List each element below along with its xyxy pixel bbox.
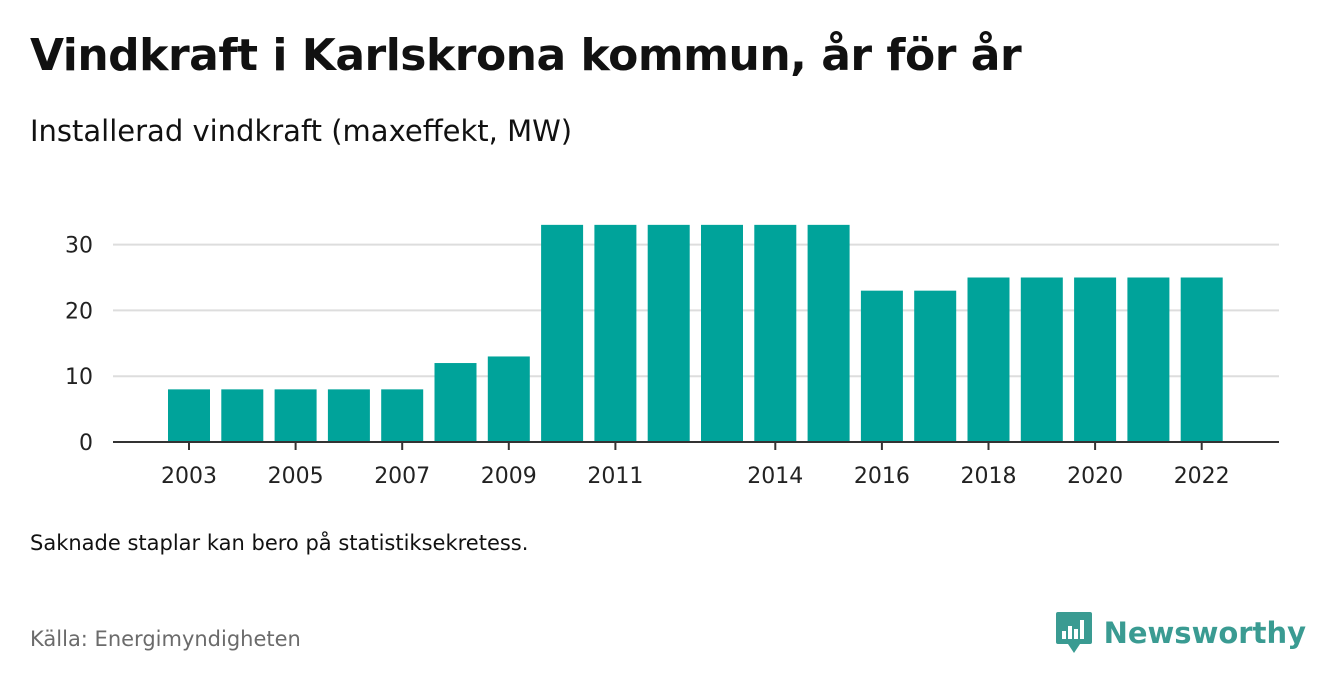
x-tick-label: 2005	[268, 464, 324, 489]
bar	[967, 277, 1010, 442]
chart-title: Vindkraft i Karlskrona kommun, år för år	[30, 30, 1022, 81]
bar	[701, 224, 743, 442]
bar	[541, 224, 584, 442]
y-tick-label: 0	[79, 431, 93, 456]
bar	[1127, 277, 1170, 442]
bar	[434, 363, 477, 442]
y-tick-label: 10	[65, 365, 93, 390]
brand-name: Newsworthy	[1103, 616, 1306, 650]
y-tick-label: 30	[65, 234, 93, 259]
brand-logo: Newsworthy	[1055, 612, 1306, 654]
y-tick-label: 20	[65, 299, 93, 324]
bar-chart: 0 10 20 30 2003 2005 2007 2009 2011 2014 2016 2018 2…	[65, 224, 1279, 489]
x-tick-label: 2009	[481, 464, 537, 489]
x-tick-label: 2003	[161, 464, 217, 489]
x-tick-label: 2011	[587, 464, 643, 489]
bar	[594, 224, 637, 442]
bar	[1180, 277, 1223, 442]
chart-subtitle: Installerad vindkraft (maxeffekt, MW)	[30, 114, 573, 148]
bar	[1074, 277, 1117, 442]
x-tick-label: 2016	[854, 464, 910, 489]
bar	[168, 389, 210, 442]
bar	[274, 389, 317, 442]
bar	[860, 290, 903, 442]
x-tick-label: 2018	[961, 464, 1017, 489]
bar	[381, 389, 424, 442]
x-tick-label: 2020	[1067, 464, 1123, 489]
bar	[647, 224, 690, 442]
bar	[1020, 277, 1063, 442]
x-tick-label: 2022	[1174, 464, 1230, 489]
bar	[754, 224, 797, 442]
newsworthy-logo-icon	[1055, 612, 1092, 653]
bar	[327, 389, 370, 442]
bar	[914, 290, 957, 442]
footnote: Saknade staplar kan bero på statistiksek…	[30, 531, 529, 555]
source-note: Källa: Energimyndigheten	[30, 627, 301, 651]
bar	[487, 356, 530, 442]
x-tick-label: 2014	[747, 464, 803, 489]
bar	[221, 389, 264, 442]
x-tick-label: 2007	[374, 464, 430, 489]
bar	[807, 224, 850, 442]
